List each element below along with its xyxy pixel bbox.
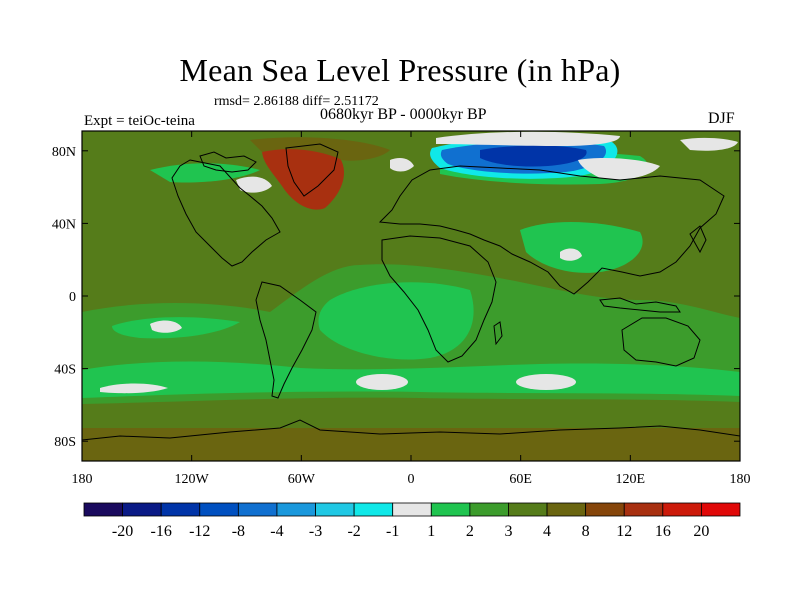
colorbar-swatch bbox=[508, 502, 548, 517]
colorbar-swatch bbox=[469, 502, 509, 517]
colorbar-label: 1 bbox=[427, 523, 435, 540]
colorbar-label: -4 bbox=[270, 523, 283, 540]
experiment-label: Expt = teiOc-teina bbox=[84, 113, 195, 129]
colorbar-label: -12 bbox=[189, 523, 210, 540]
x-tick-label: 60E bbox=[509, 472, 532, 487]
colorbar-label: 4 bbox=[543, 523, 551, 540]
colorbar-label: 16 bbox=[655, 523, 671, 540]
colorbar-swatch bbox=[160, 502, 201, 517]
coast-antarctica bbox=[82, 419, 740, 441]
field-high-greenland bbox=[262, 145, 345, 210]
coast-greenland bbox=[285, 143, 339, 197]
colorbar-label: -3 bbox=[309, 523, 322, 540]
y-tick-label: 80S bbox=[54, 435, 76, 450]
y-tick-label: 40S bbox=[54, 363, 76, 378]
stats-label: rmsd= 2.86188 diff= 2.51172 bbox=[214, 94, 379, 109]
season-label: DJF bbox=[708, 110, 735, 127]
colorbar-swatch bbox=[623, 502, 664, 517]
field-bright-arctic bbox=[150, 163, 260, 183]
x-tick-label: 120E bbox=[616, 472, 646, 487]
field-white-scandinavia bbox=[390, 158, 414, 172]
y-tick-label: 0 bbox=[69, 290, 76, 305]
colorbar-label: 8 bbox=[582, 523, 590, 540]
coast-indonesia bbox=[599, 297, 681, 313]
x-tick-label: 0 bbox=[408, 472, 415, 487]
x-tick-label: 180 bbox=[72, 472, 93, 487]
colorbar-label: -8 bbox=[232, 523, 245, 540]
y-tick-label: 80N bbox=[52, 145, 76, 160]
field-bright-atlantic bbox=[318, 282, 474, 360]
colorbar-label: -1 bbox=[386, 523, 399, 540]
x-tick-label: 120W bbox=[175, 472, 210, 487]
colorbar-label: -2 bbox=[347, 523, 360, 540]
coast-australia bbox=[621, 317, 701, 367]
coast-madagascar bbox=[493, 321, 503, 346]
y-axis: 80N 40N 0 40S 80S bbox=[52, 145, 740, 450]
colorbar-swatch bbox=[430, 502, 471, 517]
field-white-eastasia bbox=[680, 137, 738, 151]
colorbar-label: 20 bbox=[693, 523, 709, 540]
colorbar-label: 3 bbox=[504, 523, 512, 540]
colorbar-swatch bbox=[546, 502, 587, 517]
y-tick-label: 40N bbox=[52, 217, 76, 232]
period-label: 0680kyr BP - 0000kyr BP bbox=[320, 106, 487, 123]
colorbar-swatch bbox=[662, 502, 702, 517]
field-bright-asia bbox=[520, 221, 643, 273]
field-white-southpacific bbox=[100, 383, 168, 394]
colorbar-swatch bbox=[315, 502, 355, 517]
colorbar-swatch bbox=[83, 502, 123, 517]
colorbar-swatch bbox=[122, 502, 162, 517]
coast-south-america bbox=[255, 281, 317, 399]
field-white-south-atlantic bbox=[356, 374, 408, 390]
colorbar-swatch bbox=[353, 502, 394, 517]
field-white-pacific bbox=[150, 320, 182, 333]
colorbar-label: 12 bbox=[616, 523, 632, 540]
colorbar-label: -16 bbox=[151, 523, 172, 540]
coast-north-america bbox=[171, 159, 281, 267]
coast-europe-asia bbox=[378, 165, 725, 295]
colorbar-swatch bbox=[237, 502, 278, 517]
coast-japan bbox=[689, 225, 707, 254]
colorbar: -20 -16 -12 -8 -4 -3 -2 -1 1 2 3 4 8 12 16 20 bbox=[83, 502, 741, 540]
colorbar-swatch bbox=[199, 502, 239, 517]
x-tick-label: 180 bbox=[730, 472, 751, 487]
field-southern-band bbox=[82, 398, 740, 428]
field-bright-south bbox=[82, 361, 740, 398]
x-tick-label: 60W bbox=[288, 472, 316, 487]
colorbar-swatch bbox=[392, 502, 432, 517]
field-white-tibet bbox=[560, 248, 582, 261]
field-white-indian bbox=[516, 374, 576, 390]
field-white-siberia bbox=[578, 158, 660, 180]
colorbar-swatch bbox=[585, 502, 625, 517]
colorbar-label: 2 bbox=[466, 523, 474, 540]
colorbar-label: -20 bbox=[112, 523, 133, 540]
field-low-core bbox=[480, 145, 587, 167]
colorbar-swatch bbox=[701, 502, 741, 517]
field-white-arctic bbox=[436, 131, 620, 146]
x-axis: 180 120W 60W 0 60E 120E 180 bbox=[72, 131, 751, 487]
field-white-canada bbox=[236, 176, 272, 193]
coastlines bbox=[82, 143, 740, 441]
field-brown-north bbox=[250, 137, 390, 161]
page-title: Mean Sea Level Pressure (in hPa) bbox=[179, 52, 621, 88]
coast-arctic-islands bbox=[199, 151, 257, 173]
colorbar-swatch bbox=[276, 502, 316, 517]
coast-africa bbox=[381, 235, 497, 363]
